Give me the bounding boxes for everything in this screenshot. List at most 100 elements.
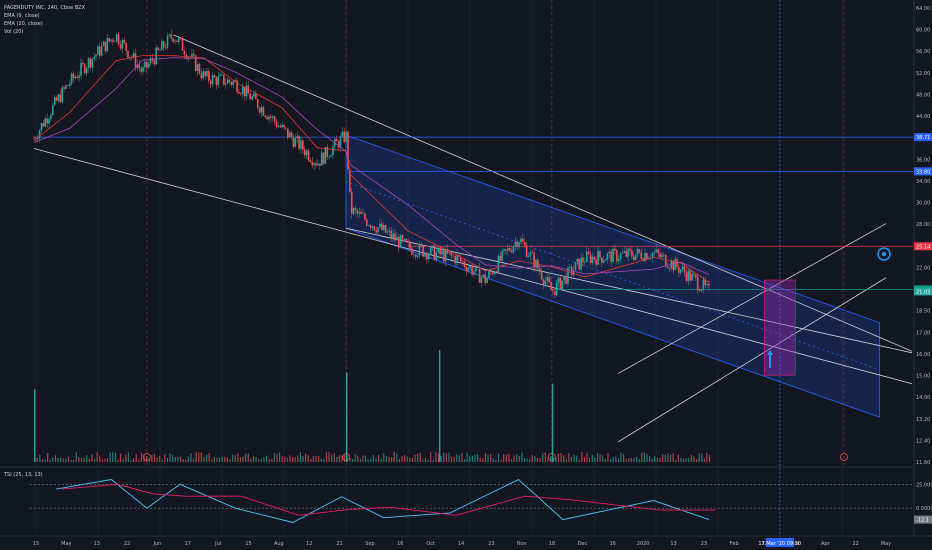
- candle: [343, 128, 346, 144]
- volume-bar: [560, 453, 562, 462]
- target-icon[interactable]: [877, 247, 891, 261]
- price-tick-label: 48.00: [916, 92, 930, 98]
- volume-bar: [583, 456, 586, 462]
- descending-trendline-upper[interactable]: [173, 34, 913, 352]
- volume-bar: [539, 458, 541, 462]
- candle: [375, 227, 377, 235]
- volume-bar: [551, 383, 554, 462]
- legend-tsi[interactable]: TSI (25, 13, 13): [3, 472, 43, 478]
- volume-bar: [372, 455, 374, 462]
- candle: [50, 112, 52, 122]
- price-tick-label: 14.00: [916, 395, 930, 401]
- descending-trendline-lower[interactable]: [33, 148, 913, 385]
- candle: [123, 36, 126, 45]
- projection-box[interactable]: [763, 279, 796, 376]
- candle: [520, 236, 522, 244]
- price-badge[interactable]: 25.14: [914, 242, 932, 251]
- time-tick-label: 16: [610, 541, 616, 547]
- candle: [516, 239, 518, 250]
- candle: [217, 71, 220, 88]
- candle: [631, 246, 633, 260]
- price-axis[interactable]: 64.0060.0056.0052.0048.0044.0040.0036.00…: [914, 6, 932, 466]
- candle: [240, 92, 242, 97]
- volume-bar: [453, 456, 455, 462]
- candle: [208, 68, 210, 84]
- candle: [550, 277, 552, 291]
- candle: [548, 273, 550, 284]
- candle: [702, 276, 705, 293]
- candle: [59, 89, 62, 104]
- time-axis[interactable]: 15 May 13 22 Jun 17 Jul 15 Aug 12 21 Sep 16 Oct 14 23 No…: [33, 538, 891, 547]
- price-badge[interactable]: 38.71: [914, 133, 932, 142]
- volume-bar: [130, 459, 132, 462]
- candle: [465, 263, 468, 277]
- price-badge[interactable]: 33.80: [914, 167, 932, 176]
- legend-volume[interactable]: Vol (20): [4, 29, 23, 35]
- time-tick-label: Aug: [274, 541, 284, 547]
- volume-bar: [203, 456, 205, 462]
- regression-channel[interactable]: [345, 134, 880, 418]
- candle: [657, 248, 659, 259]
- volume-bar: [99, 455, 101, 462]
- volume-bar: [482, 458, 484, 462]
- volume-bar: [411, 458, 414, 462]
- volume-bar: [641, 452, 643, 462]
- candle: [132, 50, 135, 60]
- volume-bar: [312, 455, 315, 462]
- dividend-marker-icon[interactable]: [840, 453, 848, 461]
- volume-bar: [664, 454, 666, 462]
- tsi-value-badge[interactable]: -12.1: [914, 515, 932, 524]
- candle: [332, 142, 334, 159]
- crosshair-time-badge[interactable]: 17 Mar '20 09:30: [758, 538, 801, 547]
- volume-bar: [500, 459, 502, 462]
- volume-bar: [62, 458, 64, 462]
- price-tick-label: 15.00: [916, 374, 930, 380]
- tsi-signal-line: [62, 483, 715, 516]
- candle: [78, 71, 80, 83]
- volume-bar: [57, 457, 59, 462]
- candle: [407, 237, 409, 247]
- volume-bar: [80, 458, 83, 462]
- volume-bar: [239, 457, 242, 462]
- price-badge[interactable]: 21.03: [914, 287, 932, 296]
- candle: [475, 265, 477, 276]
- volume-bar: [185, 459, 187, 462]
- volume-bar: [526, 458, 528, 462]
- ascending-trendline-upper[interactable]: [617, 223, 887, 374]
- volume-bar: [474, 454, 476, 462]
- volume-bar: [547, 457, 549, 462]
- time-tick-label: 12: [761, 541, 767, 547]
- volume-bar: [133, 458, 135, 462]
- tsi-axis[interactable]: 25.0000 0.0000 -12.1: [914, 482, 932, 524]
- candle: [294, 134, 297, 148]
- ascending-trendline-lower[interactable]: [617, 277, 887, 443]
- volume-bar: [114, 452, 116, 462]
- volume-bar: [252, 456, 255, 462]
- candle: [414, 253, 417, 261]
- candle: [582, 253, 584, 267]
- volume-bar: [229, 459, 231, 462]
- time-tick-label: May: [61, 541, 71, 547]
- volume-bar: [125, 454, 127, 462]
- candle: [292, 133, 295, 150]
- candle: [57, 92, 60, 103]
- symbol-title[interactable]: PAGERDUTY INC, 240, Cboe BZX: [4, 5, 86, 11]
- candle: [625, 246, 628, 259]
- candle: [146, 61, 148, 73]
- volume-bar: [419, 452, 421, 462]
- candle: [119, 40, 122, 51]
- candle: [63, 85, 65, 93]
- candle: [510, 246, 513, 254]
- channel-midline[interactable]: [345, 181, 880, 371]
- drawing-tools[interactable]: [33, 34, 914, 443]
- legend-ema-slow[interactable]: EMA (20, close): [4, 21, 43, 27]
- candle: [531, 249, 534, 254]
- candle: [431, 245, 434, 252]
- volume-bar: [310, 459, 312, 462]
- candle: [382, 222, 385, 232]
- legend-ema-fast[interactable]: EMA (9, close): [4, 13, 40, 19]
- arrow-up-icon[interactable]: [767, 350, 773, 368]
- volume-bar: [260, 458, 262, 462]
- candle: [467, 264, 470, 274]
